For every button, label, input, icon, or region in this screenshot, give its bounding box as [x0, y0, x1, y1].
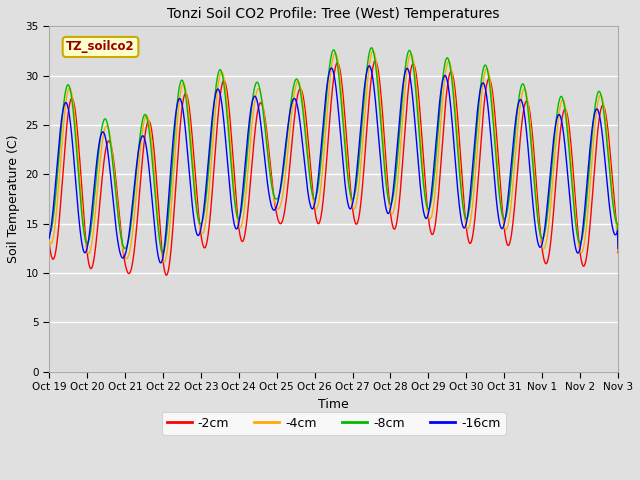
X-axis label: Time: Time [318, 398, 349, 411]
Legend: -2cm, -4cm, -8cm, -16cm: -2cm, -4cm, -8cm, -16cm [161, 412, 506, 434]
Title: Tonzi Soil CO2 Profile: Tree (West) Temperatures: Tonzi Soil CO2 Profile: Tree (West) Temp… [167, 7, 500, 21]
Y-axis label: Soil Temperature (C): Soil Temperature (C) [7, 135, 20, 264]
Text: TZ_soilco2: TZ_soilco2 [66, 40, 135, 53]
